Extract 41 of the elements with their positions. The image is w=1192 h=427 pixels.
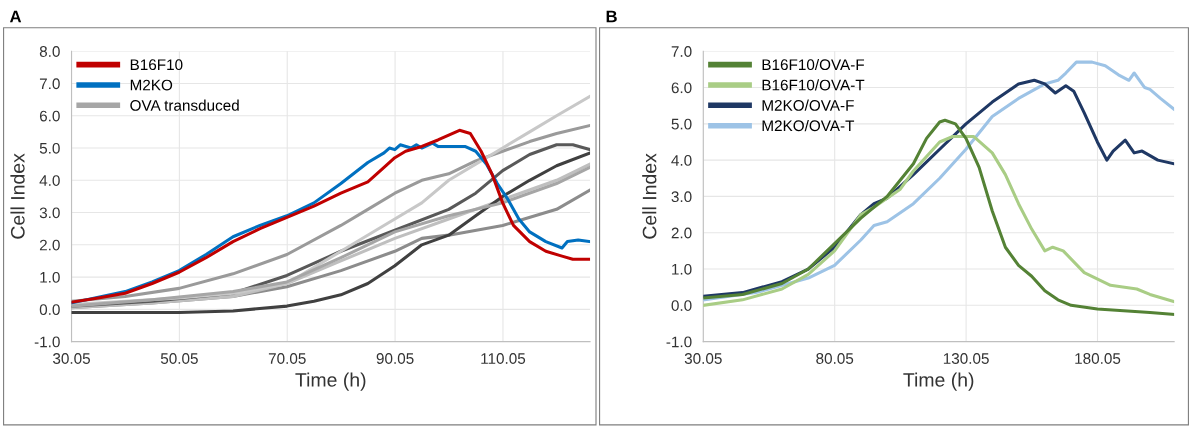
y-tick-label: 6.0 [671, 82, 692, 94]
x-axis-title: Time (h) [903, 372, 974, 391]
x-tick-label: 50.05 [160, 353, 198, 364]
y-tick-label: 3.0 [671, 191, 692, 203]
legend-label: B16F10 [130, 59, 183, 71]
legend-label: B16F10/OVA-T [762, 79, 865, 91]
legend-label: OVA transduced [130, 99, 239, 111]
y-tick-label: 4.0 [671, 154, 692, 166]
x-tick-label: 110.05 [481, 353, 526, 364]
y-tick-label: 7.0 [671, 46, 692, 57]
y-tick-label: 5.0 [671, 118, 692, 130]
y-tick-label: 3.0 [39, 207, 60, 219]
y-tick-label: 1.0 [672, 263, 692, 275]
x-tick-label: 90.05 [376, 353, 414, 364]
x-tick-label: 180.05 [1075, 353, 1121, 364]
chart-title: B [606, 10, 617, 23]
y-tick-label: -1.0 [34, 336, 60, 348]
x-tick-label: 130.05 [943, 353, 989, 364]
legend-label: M2KO [130, 79, 173, 91]
y-tick-label: 5.0 [39, 142, 60, 154]
y-tick-label: 0.0 [39, 304, 60, 316]
x-tick-label: 70.05 [268, 353, 306, 364]
y-tick-label: 2.0 [39, 239, 60, 251]
y-tick-label: 2.0 [671, 227, 692, 239]
y-tick-label: 4.0 [39, 175, 60, 186]
y-axis-title: Cell Index [642, 153, 657, 239]
x-axis-title: Time (h) [295, 372, 366, 391]
y-tick-label: 6.0 [39, 110, 60, 122]
y-tick-label: -1.0 [666, 336, 692, 348]
y-axis-title: Cell Index [10, 153, 25, 239]
legend-label: B16F10/OVA-F [762, 58, 865, 71]
y-tick-label: 1.0 [40, 271, 60, 283]
chart-title: A [9, 10, 22, 23]
legend-label: M2KO/OVA-F [762, 99, 854, 111]
y-tick-label: 8.0 [39, 46, 60, 57]
y-tick-label: 0.0 [671, 300, 692, 311]
x-tick-label: 30.05 [684, 353, 722, 364]
x-tick-label: 80.05 [816, 353, 854, 364]
y-tick-label: 7.0 [39, 78, 60, 90]
x-tick-label: 30.05 [52, 353, 90, 364]
legend-label: M2KO/OVA-T [762, 119, 855, 132]
